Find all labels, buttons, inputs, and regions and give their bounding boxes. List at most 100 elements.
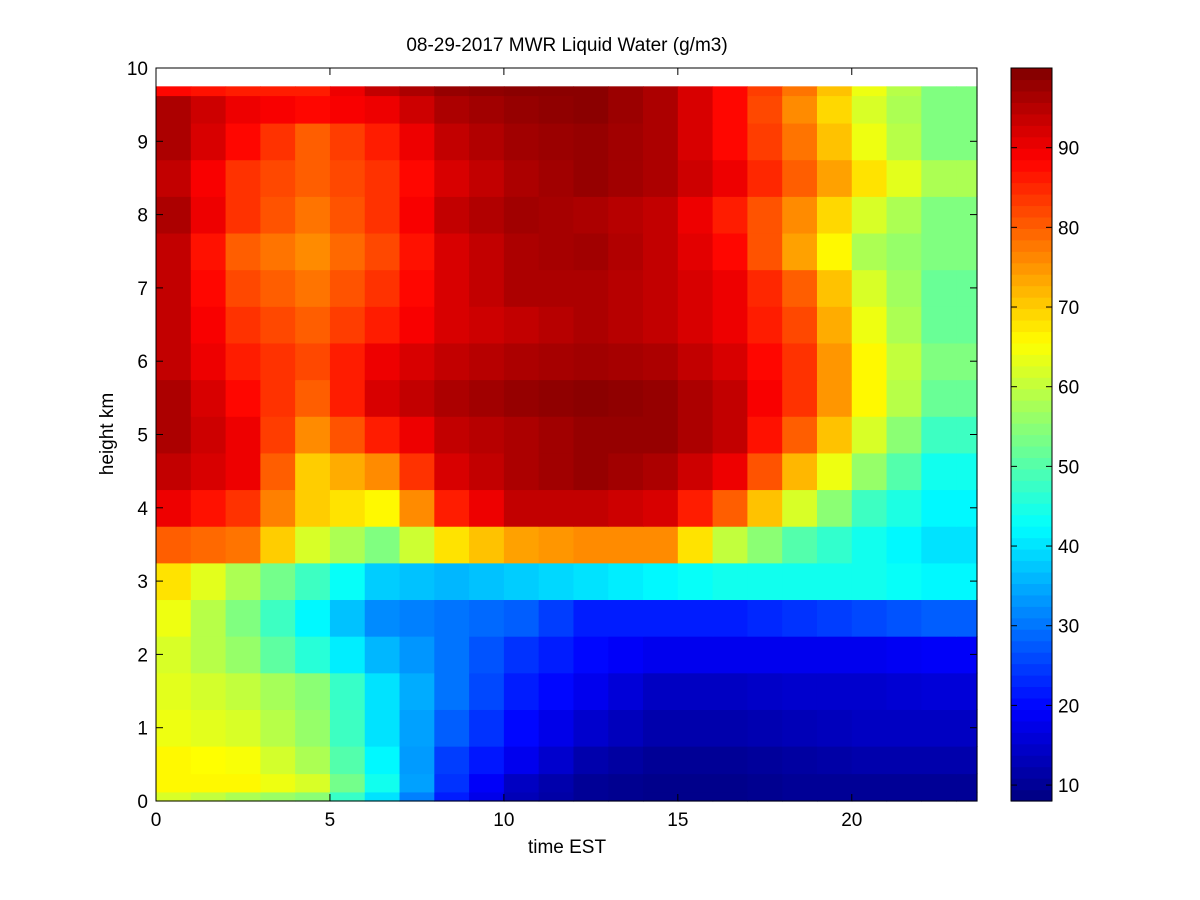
heatmap-cell: [364, 452, 401, 491]
heatmap-cell: [643, 452, 679, 491]
heatmap-cell: [225, 452, 261, 491]
heatmap-cell: [190, 672, 227, 710]
heatmap-cell: [573, 416, 609, 454]
heatmap-cell: [886, 95, 922, 124]
heatmap-cell: [434, 342, 470, 381]
heatmap-cell: [469, 122, 505, 161]
heatmap-cell: [329, 746, 366, 775]
colorbar-segment: [1011, 342, 1052, 355]
y-tick-label: 9: [137, 132, 148, 153]
colorbar-segment: [1011, 90, 1052, 103]
colorbar-segment: [1011, 755, 1052, 768]
heatmap-cell: [260, 232, 296, 271]
chart-title: 08-29-2017 MWR Liquid Water (g/m3): [406, 35, 727, 56]
heatmap-cell: [329, 159, 366, 197]
heatmap-cell: [538, 342, 575, 381]
colorbar-segment: [1011, 778, 1052, 791]
heatmap-cell: [782, 416, 818, 454]
heatmap-cell: [573, 746, 609, 775]
colorbar-segment: [1011, 400, 1052, 413]
heatmap-cell: [364, 672, 401, 710]
heatmap-cell: [747, 672, 783, 710]
heatmap-cell: [712, 773, 748, 793]
heatmap-cell: [399, 269, 435, 307]
heatmap-cell: [225, 773, 261, 793]
colorbar-segment: [1011, 331, 1052, 344]
heatmap-cell: [573, 672, 609, 710]
colorbar-segment: [1011, 297, 1052, 310]
heatmap-cell: [156, 306, 192, 344]
heatmap-cell: [225, 672, 261, 710]
heatmap-cell: [469, 306, 505, 344]
colorbar-segment: [1011, 491, 1052, 504]
heatmap-cell: [225, 159, 261, 197]
heatmap-cell: [503, 489, 540, 527]
heatmap-cell: [921, 636, 957, 674]
heatmap-cell: [816, 159, 853, 197]
heatmap-cell: [190, 773, 227, 793]
heatmap-cell: [782, 562, 818, 601]
heatmap-cell: [295, 773, 331, 793]
heatmap-cell: [643, 672, 679, 710]
heatmap-cell: [469, 746, 505, 775]
heatmap-cell: [434, 122, 470, 161]
heatmap-cell: [364, 306, 401, 344]
heatmap-cell: [747, 416, 783, 454]
heatmap-cell: [851, 672, 888, 710]
heatmap-cell: [190, 746, 227, 775]
heatmap-cell: [573, 526, 609, 564]
heatmap-cell: [608, 416, 644, 454]
heatmap-cell: [364, 709, 401, 747]
heatmap-cell: [156, 159, 192, 197]
y-axis-label: height km: [97, 393, 118, 475]
heatmap-cell: [747, 636, 783, 674]
heatmap-cell: [921, 599, 957, 637]
heatmap-cell: [816, 306, 853, 344]
heatmap-cell: [225, 791, 261, 802]
heatmap-cell: [747, 342, 783, 381]
heatmap-cell: [295, 562, 331, 601]
heatmap-cell: [295, 416, 331, 454]
heatmap-cell: [538, 452, 575, 491]
heatmap-cell: [399, 672, 435, 710]
heatmap-cell: [886, 562, 922, 601]
heatmap-cell: [747, 159, 783, 197]
heatmap-cell: [469, 269, 505, 307]
y-tick-label: 5: [137, 426, 148, 447]
heatmap-cell: [573, 86, 609, 97]
heatmap-cell: [886, 342, 922, 381]
heatmap-cell: [782, 159, 818, 197]
heatmap-cell: [573, 306, 609, 344]
heatmap-cell: [434, 526, 470, 564]
heatmap-cell: [608, 599, 644, 637]
colorbar-segment: [1011, 274, 1052, 287]
heatmap-cell: [434, 746, 470, 775]
heatmap-cell: [956, 636, 978, 674]
heatmap-cell: [573, 773, 609, 793]
heatmap-cell: [956, 159, 978, 197]
heatmap-cell: [608, 672, 644, 710]
heatmap-cell: [677, 636, 714, 674]
heatmap-cell: [399, 159, 435, 197]
heatmap-cell: [364, 791, 401, 802]
colorbar-segment: [1011, 537, 1052, 550]
heatmap-cell: [643, 342, 679, 381]
heatmap-cell: [329, 306, 366, 344]
heatmap-cell: [399, 95, 435, 124]
heatmap-cell: [225, 562, 261, 601]
heatmap-cell: [782, 599, 818, 637]
heatmap-cell: [956, 599, 978, 637]
heatmap-cell: [643, 599, 679, 637]
heatmap-cell: [851, 489, 888, 527]
heatmap-cell: [677, 672, 714, 710]
colorbar-segment: [1011, 503, 1052, 516]
colorbar-segment: [1011, 709, 1052, 722]
heatmap-cell: [712, 159, 748, 197]
heatmap-cell: [503, 709, 540, 747]
heatmap-cell: [782, 709, 818, 747]
heatmap-cell: [816, 791, 853, 802]
heatmap-cell: [782, 269, 818, 307]
heatmap-cell: [921, 269, 957, 307]
heatmap-cell: [190, 599, 227, 637]
